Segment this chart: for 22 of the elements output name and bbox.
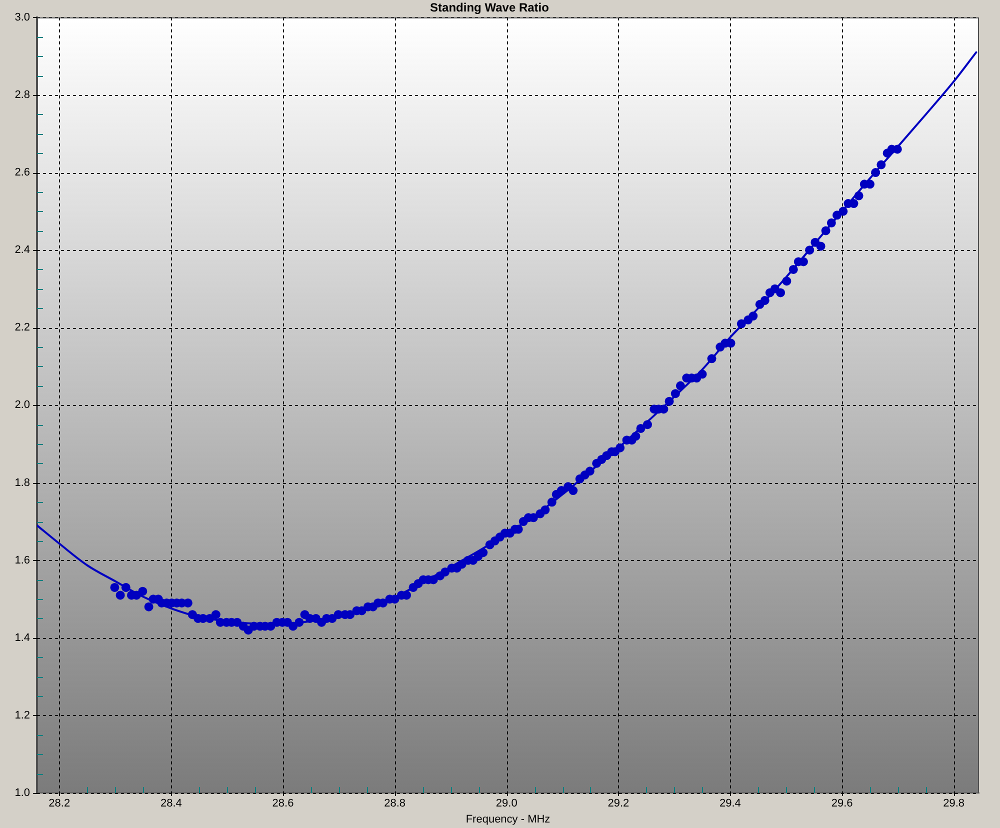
x-tick-label: 28.4 <box>160 798 182 810</box>
x-tick-label: 29.0 <box>496 798 518 810</box>
x-tick-label: 28.2 <box>48 798 70 810</box>
y-tick-label: 1.2 <box>14 709 30 722</box>
x-tick-label: 29.4 <box>720 798 741 810</box>
y-tick-label: 1.4 <box>14 632 30 644</box>
y-tick-label: 2.8 <box>14 88 30 101</box>
y-tick-label: 1.8 <box>14 476 30 489</box>
y-tick-label: 2.2 <box>14 322 30 334</box>
y-tick-label: 2.6 <box>14 166 30 179</box>
y-tick-label: 1.0 <box>14 787 30 800</box>
x-tick-label: 29.2 <box>608 798 630 810</box>
x-axis-title: Frequency - MHz <box>466 813 550 826</box>
y-tick-label: 3.0 <box>14 11 30 24</box>
y-tick-label: 2.0 <box>14 399 30 412</box>
x-tick-label: 29.8 <box>943 798 965 810</box>
x-tick-label: 29.6 <box>831 798 853 810</box>
y-tick-label: 1.6 <box>14 554 30 566</box>
y-tick-label: 2.4 <box>14 244 30 256</box>
chart-title: Standing Wave Ratio <box>430 0 549 15</box>
x-tick-label: 28.8 <box>384 798 406 810</box>
x-tick-label: 28.6 <box>272 798 294 810</box>
